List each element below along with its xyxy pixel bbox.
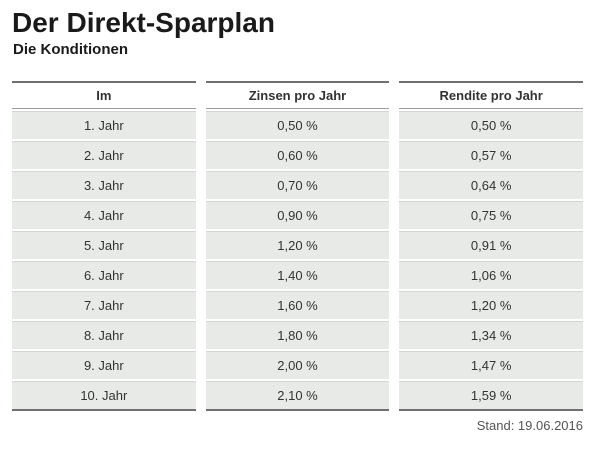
cell-rendite: 0,75 % bbox=[399, 201, 583, 229]
cell-im: 8. Jahr bbox=[12, 321, 196, 349]
cell-im: 3. Jahr bbox=[12, 171, 196, 199]
cell-rendite: 1,20 % bbox=[399, 291, 583, 319]
cell-zinsen: 2,00 % bbox=[205, 351, 390, 379]
cell-zinsen: 1,40 % bbox=[205, 261, 390, 289]
cell-zinsen: 1,20 % bbox=[205, 231, 390, 259]
conditions-table: Im Zinsen pro Jahr Rendite pro Jahr 1. J… bbox=[12, 81, 583, 411]
header-cell-zinsen: Zinsen pro Jahr bbox=[205, 81, 390, 109]
cell-rendite: 1,34 % bbox=[399, 321, 583, 349]
cell-im: 9. Jahr bbox=[12, 351, 196, 379]
cell-zinsen: 0,60 % bbox=[205, 141, 390, 169]
cell-im: 2. Jahr bbox=[12, 141, 196, 169]
cell-zinsen: 2,10 % bbox=[205, 381, 390, 411]
stand-date-label: Stand: 19.06.2016 bbox=[476, 418, 583, 433]
cell-rendite: 0,64 % bbox=[399, 171, 583, 199]
cell-rendite: 0,91 % bbox=[399, 231, 583, 259]
cell-im: 4. Jahr bbox=[12, 201, 196, 229]
page-subtitle: Die Konditionen bbox=[13, 41, 128, 58]
cell-im: 10. Jahr bbox=[12, 381, 196, 411]
cell-rendite: 1,06 % bbox=[399, 261, 583, 289]
cell-rendite: 1,59 % bbox=[399, 381, 583, 411]
cell-zinsen: 1,60 % bbox=[205, 291, 390, 319]
cell-zinsen: 0,50 % bbox=[205, 111, 390, 139]
cell-zinsen: 0,90 % bbox=[205, 201, 390, 229]
cell-rendite: 1,47 % bbox=[399, 351, 583, 379]
cell-rendite: 0,50 % bbox=[399, 111, 583, 139]
cell-zinsen: 0,70 % bbox=[205, 171, 390, 199]
cell-im: 7. Jahr bbox=[12, 291, 196, 319]
cell-im: 5. Jahr bbox=[12, 231, 196, 259]
header-cell-rendite: Rendite pro Jahr bbox=[399, 81, 583, 109]
cell-rendite: 0,57 % bbox=[399, 141, 583, 169]
cell-im: 6. Jahr bbox=[12, 261, 196, 289]
cell-im: 1. Jahr bbox=[12, 111, 196, 139]
header-cell-im: Im bbox=[12, 81, 196, 109]
cell-zinsen: 1,80 % bbox=[205, 321, 390, 349]
page-title: Der Direkt-Sparplan bbox=[12, 7, 275, 38]
